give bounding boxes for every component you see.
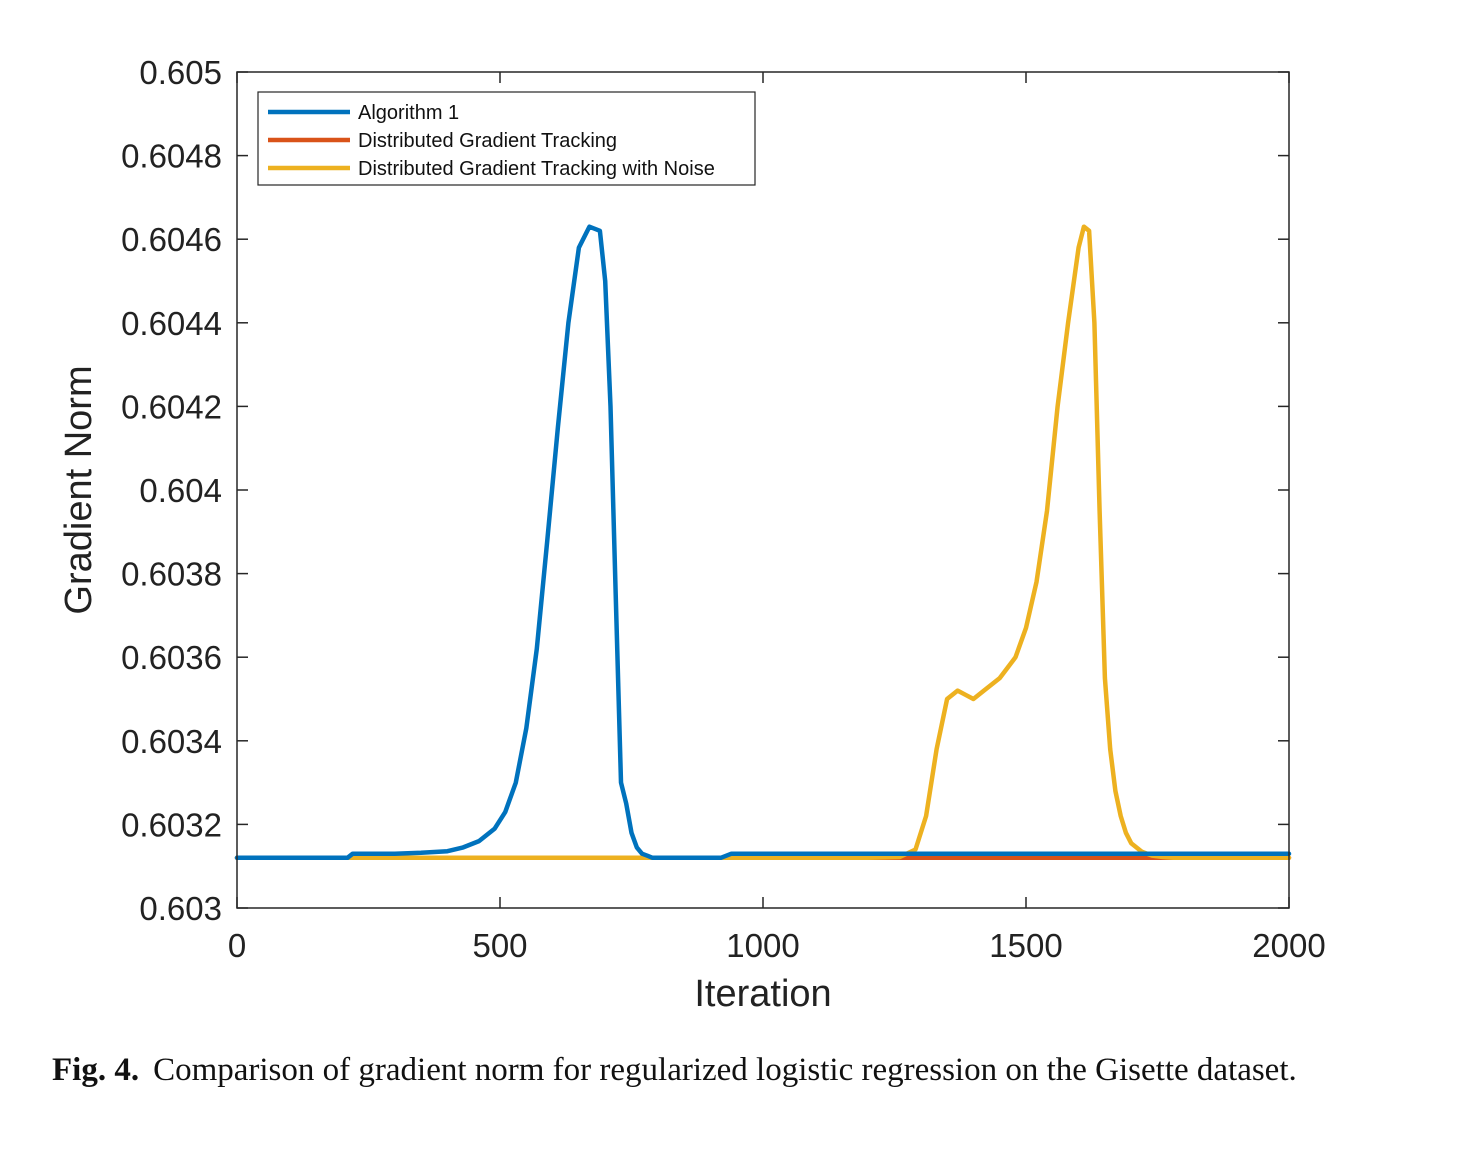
y-tick-label: 0.6038 [121, 556, 222, 593]
figure-caption: Fig. 4. Comparison of gradient norm for r… [52, 1048, 1424, 1092]
y-tick-label: 0.604 [139, 472, 222, 509]
series-line-3 [234, 224, 1292, 861]
legend-label-2: Distributed Gradient Tracking [358, 130, 617, 152]
x-tick-label: 2000 [1252, 927, 1325, 964]
y-tick-label: 0.6042 [121, 388, 222, 425]
legend: Algorithm 1 Distributed Gradient Tracking… [257, 91, 756, 186]
legend-label-3: Distributed Gradient Tracking with Noise [358, 158, 715, 180]
x-tick-label: 1000 [726, 927, 799, 964]
tick-labels: 0 500 1000 1500 2000 0.603 0.6032 0.6034 0.6036 0… [121, 54, 1326, 964]
x-tick-label: 0 [228, 927, 246, 964]
y-tick-label: 0.6048 [121, 138, 222, 175]
y-tick-label: 0.6032 [121, 806, 222, 843]
plot-area-frame [236, 71, 1290, 909]
y-tick-label: 0.6046 [121, 221, 222, 258]
plot-area-background [237, 72, 1289, 908]
y-tick-label: 0.603 [139, 890, 222, 927]
y-tick-label: 0.605 [139, 54, 222, 91]
gradient-norm-chart: 0 500 1000 1500 2000 0.603 0.6032 0.6034 0.6036 0… [58, 54, 1326, 1015]
x-tick-label: 500 [472, 927, 527, 964]
y-tick-label: 0.6036 [121, 639, 222, 676]
y-axis-title: Gradient Norm [58, 365, 100, 614]
series-line-1 [234, 224, 1292, 861]
series-lines [234, 224, 1292, 861]
figure-caption-text: Comparison of gradient norm for regulari… [153, 1052, 1297, 1088]
x-tick-label: 1500 [989, 927, 1062, 964]
y-tick-label: 0.6034 [121, 723, 222, 760]
y-tick-label: 0.6044 [121, 305, 222, 342]
x-axis-title: Iteration [694, 973, 831, 1015]
figure-label: Fig. 4. [52, 1052, 140, 1088]
legend-label-1: Algorithm 1 [358, 102, 459, 124]
